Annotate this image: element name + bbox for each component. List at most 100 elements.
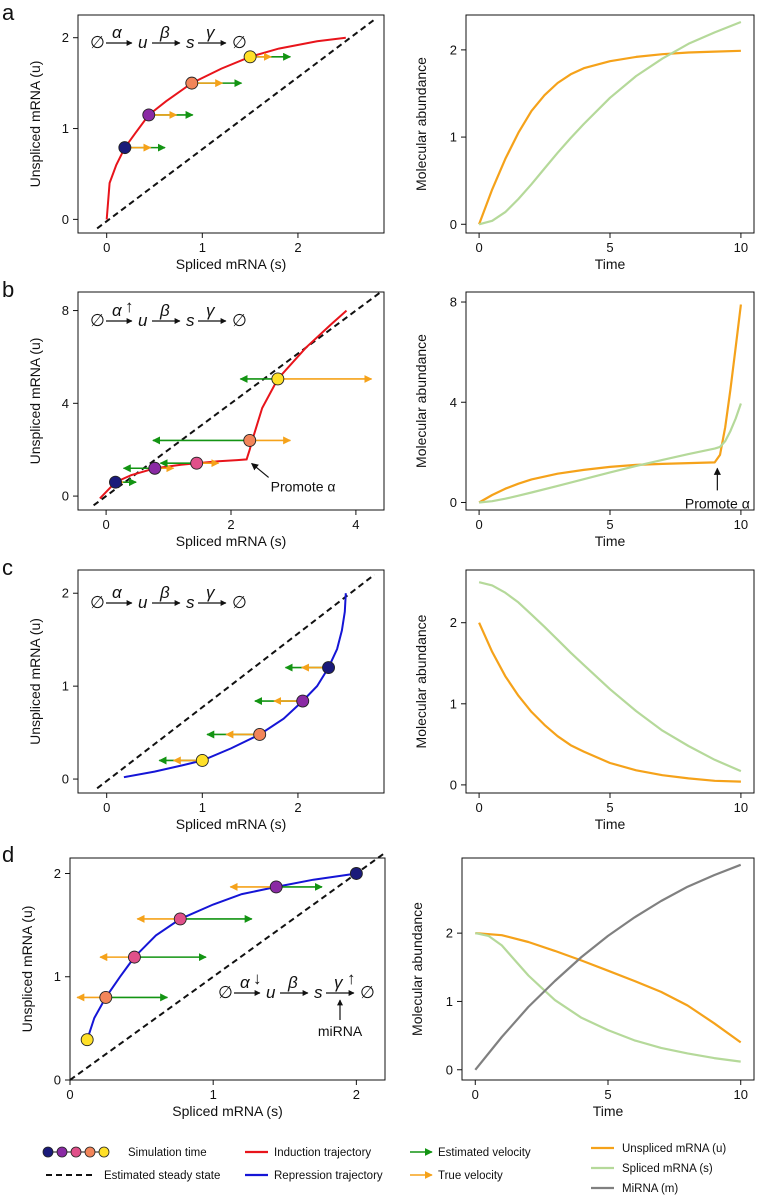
simulation-point-a-1 [142, 108, 156, 122]
scheme-mirna-label: miRNA [318, 1023, 363, 1039]
charts-layer: 0 1 2 0 1 2 Spliced mRNA (s) Unspliced mRNA (u)… [19, 14, 755, 1119]
induction-trajectory-a [105, 36, 346, 220]
scheme-u: u [138, 311, 148, 330]
chart-b-time: 0 5 10 0 4 8 Time Molecular abundance Promote α [413, 291, 755, 549]
x-tick-label-c-phase-1: 1 [199, 800, 206, 815]
repression-trajectory-c [123, 593, 347, 779]
x-tick-label-c-time-0: 0 [475, 800, 482, 815]
legend-dot-4 [84, 1146, 96, 1158]
y-tick-label-b-phase-1: 4 [62, 396, 69, 411]
y-tick-label-b-time-1: 4 [450, 395, 457, 410]
chart-a-phase: 0 1 2 0 1 2 Spliced mRNA (s) Unspliced mRNA (u)… [27, 14, 385, 272]
y-tick-label-b-phase-2: 8 [62, 303, 69, 318]
x-tick-label-a-time-2: 10 [734, 240, 748, 255]
x-axis-label-b-time: Time [595, 533, 626, 549]
simulation-point-d-5 [349, 867, 363, 880]
scheme-u: u [138, 33, 148, 52]
y-tick-label-c-time-1: 1 [450, 696, 457, 711]
legend-true-velocity: True velocity [410, 1170, 503, 1182]
scheme-empty-left: ∅ [90, 33, 105, 52]
panel-letter-b: b [2, 277, 14, 302]
y-axis-label-b-phase: Unspliced mRNA (u) [27, 338, 43, 465]
panel-letter-d: d [2, 842, 14, 867]
simulation-point-b-4 [271, 372, 285, 386]
scheme-alpha: α [240, 973, 251, 992]
y-axis-label-a-time: Molecular abundance [413, 57, 429, 191]
legend-estimated-velocity: Estimated velocity [410, 1147, 531, 1159]
axes-frame-a-phase [77, 14, 385, 234]
legend-mirna: MiRNA (m) [591, 1183, 678, 1195]
series-line-d-time-spliced [475, 932, 741, 1063]
x-tick-label-a-time-0: 0 [475, 240, 482, 255]
scheme-alpha-modifier: ↓ [253, 969, 262, 988]
y-axis-label-d-phase: Unspliced mRNA (u) [19, 906, 35, 1033]
legend-label-mirna: MiRNA (m) [622, 1183, 678, 1195]
legend-simulation-time: Simulation time [42, 1146, 207, 1159]
y-tick-label-a-time-2: 2 [450, 42, 457, 57]
series-line-d-time-mirna [474, 863, 742, 1071]
y-tick-label-d-time-1: 1 [446, 994, 453, 1009]
series-line-a-time-unspliced [478, 49, 741, 225]
y-tick-label-c-phase-2: 2 [62, 586, 69, 601]
legend-unspliced: Unspliced mRNA (u) [591, 1143, 726, 1155]
y-tick-label-b-time-0: 0 [450, 495, 457, 510]
annotation-text-b-time: Promote α [685, 495, 750, 511]
legend-label-simulation-time: Simulation time [128, 1147, 207, 1159]
scheme-u: u [138, 593, 148, 612]
simulation-point-c-1 [253, 728, 267, 741]
x-tick-label-d-time-1: 5 [604, 1087, 611, 1102]
x-axis-label-d-phase: Spliced mRNA (s) [172, 1103, 282, 1119]
axes-frame-b-time [465, 291, 755, 511]
simulation-point-b-2 [190, 456, 204, 470]
legend-label-true-velocity: True velocity [438, 1170, 503, 1182]
axes-frame-d-phase [69, 857, 386, 1081]
axes-frame-a-time [465, 14, 755, 234]
legend-label-induction: Induction trajectory [274, 1147, 371, 1159]
steady-state-line-c [96, 573, 376, 790]
simulation-point-d-4 [269, 880, 283, 894]
steady-state-line-a [96, 18, 376, 230]
axes-frame-d-time [461, 857, 755, 1081]
x-tick-label-b-phase-2: 4 [352, 517, 359, 532]
legend-dot-3 [70, 1146, 82, 1158]
simulation-point-d-3 [173, 912, 187, 926]
x-tick-label-b-phase-0: 0 [102, 517, 109, 532]
simulation-point-a-0 [118, 141, 132, 155]
simulation-point-a-3 [243, 50, 257, 64]
scheme-alpha: α [112, 23, 123, 42]
scheme-gamma: γ [206, 583, 216, 602]
legend-label-repression: Repression trajectory [274, 1170, 383, 1182]
y-tick-label-d-time-2: 2 [446, 926, 453, 941]
x-axis-label-c-time: Time [595, 816, 626, 832]
simulation-point-b-3 [243, 433, 257, 447]
y-axis-label-a-phase: Unspliced mRNA (u) [27, 61, 43, 188]
scheme-empty-right: ∅ [360, 983, 375, 1002]
simulation-point-d-2 [127, 950, 141, 964]
annotation-text-b-phase: Promote α [271, 478, 336, 494]
legend-label-estimated-velocity: Estimated velocity [438, 1147, 531, 1159]
scheme-u: u [266, 983, 276, 1002]
scheme-s: s [314, 983, 323, 1002]
scheme-beta: β [159, 23, 170, 42]
legend-dot-5 [98, 1146, 110, 1158]
legend-steady-state: Estimated steady state [46, 1170, 220, 1182]
scheme-empty-right: ∅ [232, 33, 247, 52]
series-line-c-time-unspliced [478, 622, 741, 783]
y-axis-label-b-time: Molecular abundance [413, 334, 429, 468]
x-tick-label-a-phase-0: 0 [103, 240, 110, 255]
legend-spliced: Spliced mRNA (s) [591, 1163, 713, 1175]
y-tick-label-c-time-2: 2 [450, 615, 457, 630]
simulation-point-b-1 [148, 461, 162, 475]
x-tick-label-d-phase-0: 0 [66, 1087, 73, 1102]
x-tick-label-a-time-1: 5 [606, 240, 613, 255]
y-tick-label-d-time-0: 0 [446, 1062, 453, 1077]
chart-d-time: 0 5 10 0 1 2 Time Molecular abundance [409, 857, 755, 1119]
y-tick-label-a-phase-0: 0 [62, 212, 69, 227]
y-tick-label-d-phase-1: 1 [54, 969, 61, 984]
chart-d-phase: 0 1 2 0 1 2 Spliced mRNA (s) Unspliced mRNA (u)… [19, 852, 386, 1119]
x-tick-label-d-time-2: 10 [733, 1087, 747, 1102]
scheme-gamma: γ [206, 301, 216, 320]
x-tick-label-c-phase-0: 0 [103, 800, 110, 815]
simulation-point-c-0 [195, 754, 209, 767]
